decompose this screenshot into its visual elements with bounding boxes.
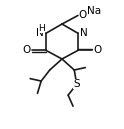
- Text: S: S: [73, 79, 80, 89]
- Text: N: N: [36, 28, 44, 38]
- Text: O: O: [78, 10, 87, 21]
- Text: N: N: [80, 28, 88, 38]
- Text: H: H: [38, 24, 45, 33]
- Text: O: O: [93, 45, 102, 55]
- Text: Na: Na: [87, 6, 101, 16]
- Text: O: O: [22, 45, 31, 55]
